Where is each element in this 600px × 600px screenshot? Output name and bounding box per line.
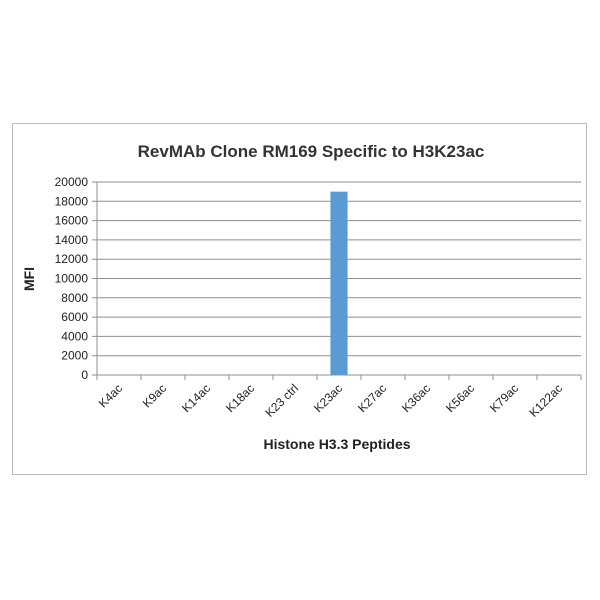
y-tick-label: 12000 [55,252,89,266]
x-tick-label: K9ac [140,381,169,410]
x-tick-label: K27ac [355,381,389,415]
y-tick-label: 10000 [55,272,89,286]
y-tick-label: 4000 [61,329,88,343]
y-tick-label: 6000 [61,310,88,324]
x-tick-label: K36ac [399,381,433,415]
x-tick-label: K18ac [223,381,257,415]
y-tick-labels: 0 2000 4000 6000 8000 10000 12000 14000 16000 180… [55,175,89,382]
chart-title: RevMAb Clone RM169 Specific to H3K23ac [138,142,485,161]
x-tick-label: K14ac [179,381,213,415]
chart-svg: RevMAb Clone RM169 Specific to H3K23ac 0… [21,142,582,452]
y-tick-label: 16000 [55,214,89,228]
x-tick-label: K4ac [96,381,125,410]
x-tick-label: K23 ctrl [262,381,301,420]
y-tick-label: 8000 [61,291,88,305]
y-tick-label: 2000 [61,349,88,363]
y-tick-label: 20000 [55,175,89,189]
y-tick-label: 0 [81,368,88,382]
bar-k23ac [330,191,348,375]
y-tick-label: 18000 [55,194,89,208]
x-tick-label: K23ac [311,381,345,415]
bars [330,191,348,375]
x-axis-title: Histone H3.3 Peptides [263,436,410,452]
y-axis-title: MFI [21,267,37,291]
x-tick-label: K122ac [526,381,565,420]
x-tick-labels: K4ac K9ac K14ac K18ac K23 ctrl K23ac K27ac K36a… [96,381,565,420]
y-tick-label: 14000 [55,233,89,247]
x-tick-label: K79ac [487,381,521,415]
chart-frame: RevMAb Clone RM169 Specific to H3K23ac 0… [12,123,587,475]
x-tick-label: K56ac [443,381,477,415]
